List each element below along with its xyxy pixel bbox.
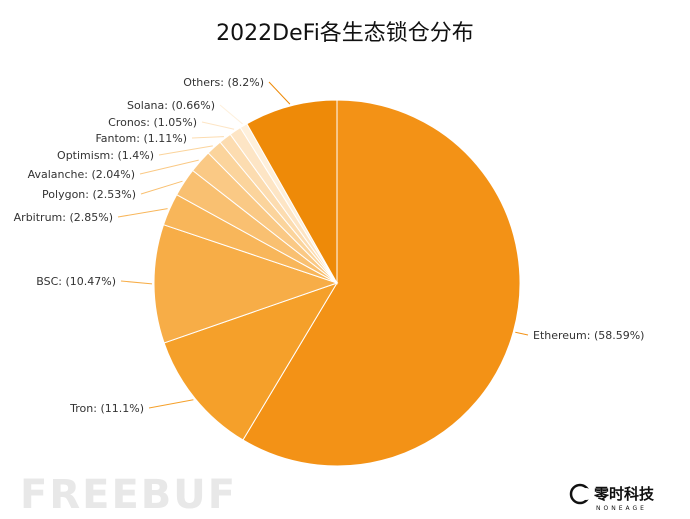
watermark: FREEBUF [20,472,237,518]
leader-line [158,145,213,156]
leader-line [219,104,243,125]
pie-slice [153,224,339,344]
slice-label: Cronos: (1.05%) [108,116,197,129]
logo-icon [569,483,592,505]
leader-line [117,208,168,218]
pie-slice [163,282,339,441]
slice-label: Polygon: (2.53%) [42,188,136,201]
leader-line [120,280,153,285]
leader-line [191,136,224,139]
leader-lines [117,81,529,409]
leader-line [515,331,529,336]
leader-line [148,399,194,409]
leader-line [201,121,235,130]
leader-line [268,81,291,105]
brand-name: 零时科技 [593,485,655,503]
chart-title: 2022DeFi各生态锁仓分布 [216,21,474,46]
slice-label: Fantom: (1.11%) [95,132,187,145]
leader-line [140,180,183,195]
slice-label: Avalanche: (2.04%) [28,168,135,181]
slice-label: Arbitrum: (2.85%) [14,211,113,224]
pie-slices [153,99,521,467]
slice-label: Others: (8.2%) [183,76,264,89]
slice-label: Tron: (11.1%) [69,402,144,415]
pie-slice [242,99,521,467]
slice-labels: Ethereum: (58.59%) Tron: (11.1%) BSC: (10.… [14,76,645,415]
brand-logo: 零时科技 NONEAGE [569,483,655,512]
slice-label: Solana: (0.66%) [127,99,215,112]
brand-subtitle: NONEAGE [596,505,647,512]
slice-label: BSC: (10.47%) [36,275,116,288]
pie-slice [246,99,338,285]
leader-line [139,159,199,175]
slice-label: Optimism: (1.4%) [57,149,154,162]
slice-label: Ethereum: (58.59%) [533,329,644,342]
